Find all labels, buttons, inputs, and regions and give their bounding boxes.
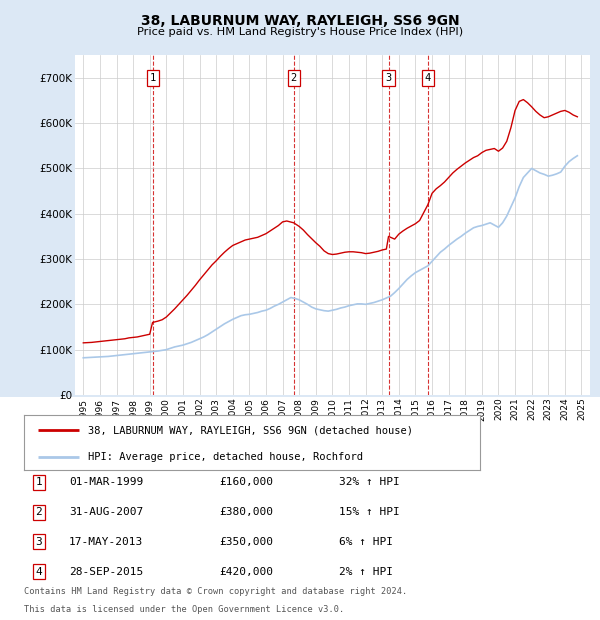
Text: HPI: Average price, detached house, Rochford: HPI: Average price, detached house, Roch… bbox=[88, 453, 363, 463]
Text: This data is licensed under the Open Government Licence v3.0.: This data is licensed under the Open Gov… bbox=[24, 604, 344, 614]
Text: £160,000: £160,000 bbox=[219, 477, 273, 487]
Text: Price paid vs. HM Land Registry's House Price Index (HPI): Price paid vs. HM Land Registry's House … bbox=[137, 27, 463, 37]
Text: 32% ↑ HPI: 32% ↑ HPI bbox=[339, 477, 400, 487]
Text: £380,000: £380,000 bbox=[219, 507, 273, 517]
Text: 1: 1 bbox=[35, 477, 43, 487]
Text: 1: 1 bbox=[149, 73, 155, 83]
Text: 3: 3 bbox=[385, 73, 392, 83]
Text: 38, LABURNUM WAY, RAYLEIGH, SS6 9GN (detached house): 38, LABURNUM WAY, RAYLEIGH, SS6 9GN (det… bbox=[88, 425, 413, 435]
Text: 6% ↑ HPI: 6% ↑ HPI bbox=[339, 537, 393, 547]
Text: 2% ↑ HPI: 2% ↑ HPI bbox=[339, 567, 393, 577]
Text: £420,000: £420,000 bbox=[219, 567, 273, 577]
Text: 4: 4 bbox=[425, 73, 431, 83]
Text: 4: 4 bbox=[35, 567, 43, 577]
Text: 2: 2 bbox=[35, 507, 43, 517]
Text: 17-MAY-2013: 17-MAY-2013 bbox=[69, 537, 143, 547]
Text: 38, LABURNUM WAY, RAYLEIGH, SS6 9GN: 38, LABURNUM WAY, RAYLEIGH, SS6 9GN bbox=[140, 14, 460, 28]
Text: 15% ↑ HPI: 15% ↑ HPI bbox=[339, 507, 400, 517]
Text: 01-MAR-1999: 01-MAR-1999 bbox=[69, 477, 143, 487]
Text: £350,000: £350,000 bbox=[219, 537, 273, 547]
Text: 28-SEP-2015: 28-SEP-2015 bbox=[69, 567, 143, 577]
Text: 3: 3 bbox=[35, 537, 43, 547]
Text: 2: 2 bbox=[290, 73, 297, 83]
Text: 31-AUG-2007: 31-AUG-2007 bbox=[69, 507, 143, 517]
Text: Contains HM Land Registry data © Crown copyright and database right 2024.: Contains HM Land Registry data © Crown c… bbox=[24, 587, 407, 596]
